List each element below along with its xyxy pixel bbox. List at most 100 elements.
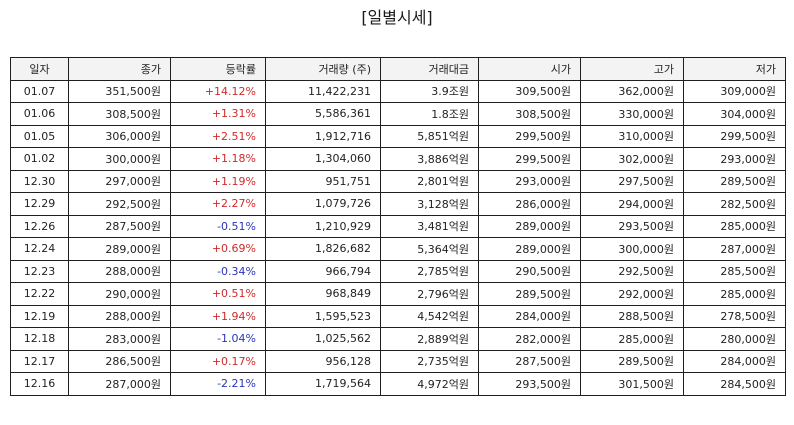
cell-high: 289,500원 [580, 349, 684, 373]
cell-change: +1.18% [170, 147, 266, 171]
cell-close: 288,000원 [68, 259, 171, 283]
cell-low: 304,000원 [683, 102, 786, 126]
cell-low: 309,000원 [683, 79, 786, 103]
cell-date: 01.05 [10, 124, 69, 148]
table-body: 01.07 351,500원 +14.12% 11,422,231 3.9조원 309,5… [10, 79, 786, 396]
cell-change: +2.51% [170, 124, 266, 148]
cell-low: 285,000원 [683, 282, 786, 306]
cell-high: 293,500원 [580, 214, 684, 238]
cell-trade-value: 2,735억원 [380, 349, 479, 373]
header-change: 등락률 [170, 57, 266, 81]
cell-close: 297,000원 [68, 169, 171, 193]
cell-change: -0.34% [170, 259, 266, 283]
cell-close: 308,500원 [68, 102, 171, 126]
cell-volume: 1,025,562 [265, 327, 381, 351]
cell-close: 288,000원 [68, 304, 171, 328]
cell-change: -1.04% [170, 327, 266, 351]
cell-open: 282,000원 [478, 327, 581, 351]
cell-trade-value: 3,128억원 [380, 192, 479, 216]
page-title: [일별시세] [361, 8, 433, 27]
cell-close: 283,000원 [68, 327, 171, 351]
cell-close: 351,500원 [68, 79, 171, 103]
cell-low: 289,500원 [683, 169, 786, 193]
cell-volume: 1,912,716 [265, 124, 381, 148]
cell-date: 12.22 [10, 282, 69, 306]
cell-open: 290,500원 [478, 259, 581, 283]
table-row: 12.30 297,000원 +1.19% 951,751 2,801억원 293,000… [10, 169, 786, 193]
cell-date: 12.16 [10, 372, 69, 396]
cell-volume: 1,719,564 [265, 372, 381, 396]
header-date: 일자 [10, 57, 69, 81]
cell-change: +0.69% [170, 237, 266, 261]
cell-low: 278,500원 [683, 304, 786, 328]
table-row: 12.17 286,500원 +0.17% 956,128 2,735억원 287,500… [10, 349, 786, 373]
cell-close: 287,000원 [68, 372, 171, 396]
cell-low: 293,000원 [683, 147, 786, 171]
cell-trade-value: 2,796억원 [380, 282, 479, 306]
cell-high: 300,000원 [580, 237, 684, 261]
table-row: 12.19 288,000원 +1.94% 1,595,523 4,542억원 284,0… [10, 304, 786, 328]
cell-trade-value: 2,801억원 [380, 169, 479, 193]
cell-close: 286,500원 [68, 349, 171, 373]
daily-price-table: 일자 종가 등락률 거래량 (주) 거래대금 시가 고가 저가 01.07 351… [10, 57, 786, 396]
cell-high: 294,000원 [580, 192, 684, 216]
cell-trade-value: 2,889억원 [380, 327, 479, 351]
table-row: 12.26 287,500원 -0.51% 1,210,929 3,481억원 289,0… [10, 214, 786, 238]
cell-low: 299,500원 [683, 124, 786, 148]
cell-open: 284,000원 [478, 304, 581, 328]
table-row: 01.07 351,500원 +14.12% 11,422,231 3.9조원 309,5… [10, 79, 786, 103]
cell-open: 299,500원 [478, 124, 581, 148]
cell-trade-value: 3.9조원 [380, 79, 479, 103]
cell-open: 299,500원 [478, 147, 581, 171]
cell-date: 12.24 [10, 237, 69, 261]
cell-close: 287,500원 [68, 214, 171, 238]
cell-low: 285,500원 [683, 259, 786, 283]
cell-high: 292,000원 [580, 282, 684, 306]
cell-open: 289,000원 [478, 237, 581, 261]
header-close: 종가 [68, 57, 171, 81]
cell-close: 306,000원 [68, 124, 171, 148]
cell-high: 297,500원 [580, 169, 684, 193]
table-row: 01.05 306,000원 +2.51% 1,912,716 5,851억원 299,5… [10, 124, 786, 148]
cell-date: 12.26 [10, 214, 69, 238]
cell-trade-value: 3,886억원 [380, 147, 479, 171]
cell-change: +1.94% [170, 304, 266, 328]
cell-open: 289,500원 [478, 282, 581, 306]
cell-high: 301,500원 [580, 372, 684, 396]
cell-trade-value: 1.8조원 [380, 102, 479, 126]
cell-volume: 968,849 [265, 282, 381, 306]
cell-volume: 1,079,726 [265, 192, 381, 216]
cell-low: 284,000원 [683, 349, 786, 373]
cell-date: 12.29 [10, 192, 69, 216]
cell-change: +0.51% [170, 282, 266, 306]
cell-change: -0.51% [170, 214, 266, 238]
cell-date: 12.30 [10, 169, 69, 193]
cell-high: 285,000원 [580, 327, 684, 351]
cell-change: +2.27% [170, 192, 266, 216]
cell-close: 292,500원 [68, 192, 171, 216]
cell-volume: 5,586,361 [265, 102, 381, 126]
cell-trade-value: 5,364억원 [380, 237, 479, 261]
cell-volume: 11,422,231 [265, 79, 381, 103]
cell-date: 12.23 [10, 259, 69, 283]
cell-high: 288,500원 [580, 304, 684, 328]
cell-low: 287,000원 [683, 237, 786, 261]
header-high: 고가 [580, 57, 684, 81]
table-header: 일자 종가 등락률 거래량 (주) 거래대금 시가 고가 저가 [10, 57, 786, 81]
cell-open: 286,000원 [478, 192, 581, 216]
cell-high: 292,500원 [580, 259, 684, 283]
header-volume: 거래량 (주) [265, 57, 381, 81]
header-trade-value: 거래대금 [380, 57, 479, 81]
cell-trade-value: 5,851억원 [380, 124, 479, 148]
cell-high: 362,000원 [580, 79, 684, 103]
cell-trade-value: 4,972억원 [380, 372, 479, 396]
cell-close: 290,000원 [68, 282, 171, 306]
cell-volume: 956,128 [265, 349, 381, 373]
header-row: 일자 종가 등락률 거래량 (주) 거래대금 시가 고가 저가 [10, 57, 786, 81]
cell-trade-value: 2,785억원 [380, 259, 479, 283]
cell-volume: 1,210,929 [265, 214, 381, 238]
cell-date: 12.17 [10, 349, 69, 373]
header-open: 시가 [478, 57, 581, 81]
cell-change: +1.31% [170, 102, 266, 126]
